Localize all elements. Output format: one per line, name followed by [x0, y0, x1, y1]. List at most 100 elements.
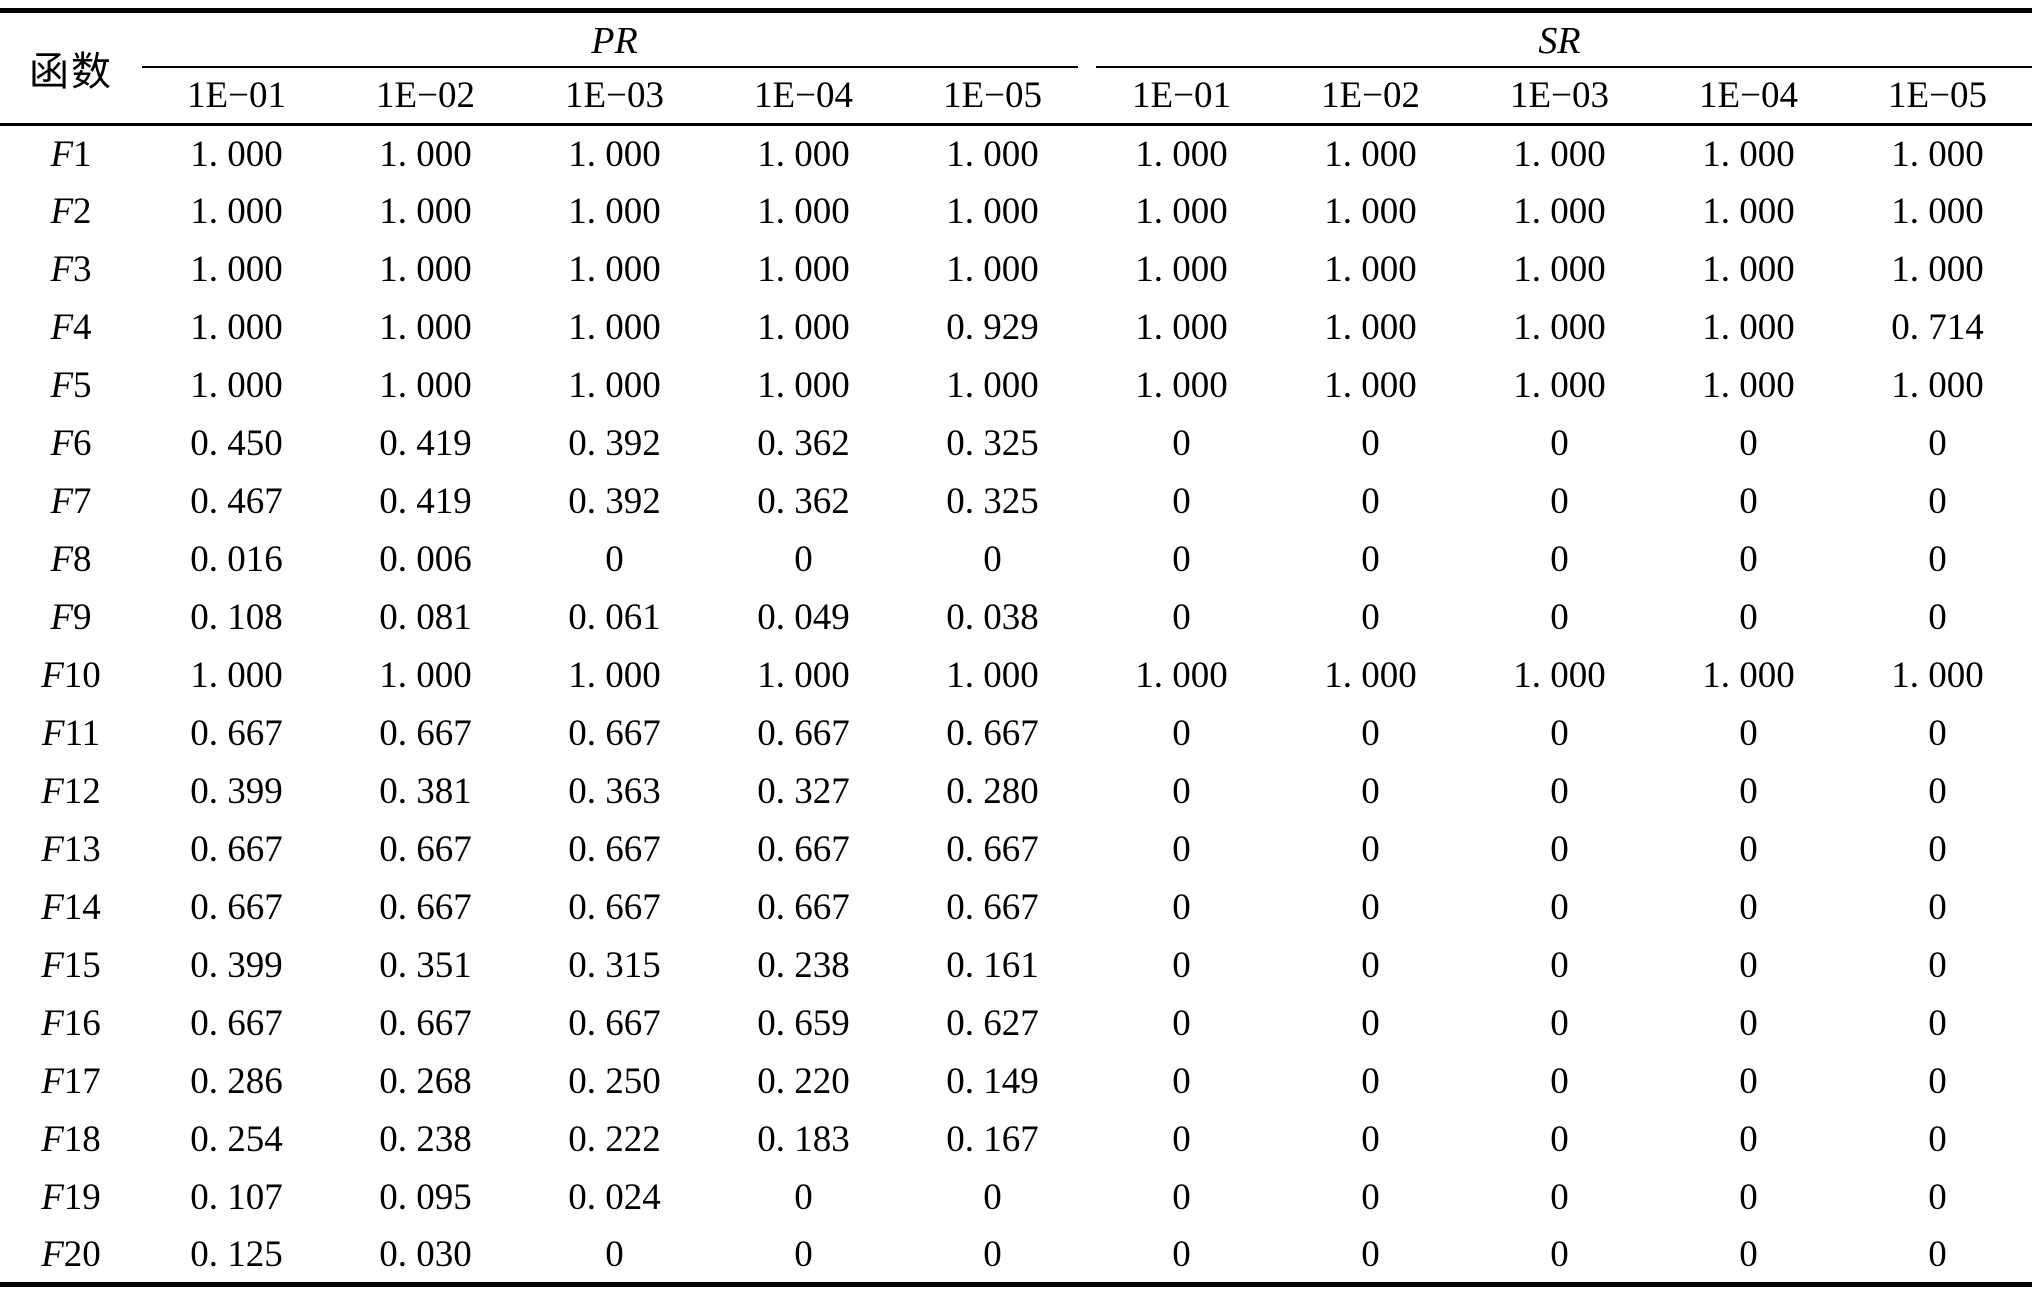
value-cell: 1. 000: [757, 307, 850, 348]
tolerance-header: 1E−04: [1654, 68, 1843, 126]
value-cell: 1. 000: [379, 249, 472, 290]
value-cell: 0. 049: [757, 597, 850, 638]
group-header-row: 函数 PR SR: [0, 10, 2032, 126]
value-cell: 0. 667: [379, 713, 472, 754]
value-cell: 1. 000: [1324, 133, 1417, 175]
value-cell: 0. 238: [757, 945, 850, 986]
value-cell: 0: [1928, 713, 1947, 754]
value-cell: 1. 000: [1513, 655, 1606, 696]
value-cell: 0: [1172, 771, 1191, 812]
value-cell: 0: [1550, 887, 1569, 928]
table-row: F11 0. 667 0. 667 0. 667 0. 667 0. 667 0 0 0 0 0: [0, 705, 2032, 763]
value-cell: 1. 000: [1324, 365, 1417, 406]
value-cell: 0. 161: [946, 945, 1039, 986]
value-cell: 0. 351: [379, 945, 472, 986]
value-cell: 1. 000: [1324, 249, 1417, 290]
value-cell: 0: [1739, 1119, 1758, 1160]
value-cell: 0. 392: [568, 423, 661, 464]
value-cell: 0: [1739, 829, 1758, 870]
value-cell: 0. 450: [190, 423, 283, 464]
value-cell: 1. 000: [757, 655, 850, 696]
value-cell: 1. 000: [1702, 249, 1795, 290]
value-cell: 1. 000: [1135, 191, 1228, 232]
value-cell: 0: [794, 539, 813, 580]
function-label: F6: [50, 423, 92, 464]
value-cell: 0: [1361, 481, 1380, 522]
value-cell: 0: [1172, 1233, 1191, 1275]
function-label: F20: [41, 1233, 101, 1275]
value-cell: 0: [1172, 481, 1191, 522]
value-cell: 0. 016: [190, 539, 283, 580]
value-cell: 0. 667: [946, 887, 1039, 928]
value-cell: 0: [1928, 1233, 1947, 1275]
table-row: F8 0. 016 0. 006 0 0 0 0 0 0 0 0: [0, 531, 2032, 589]
table-row: F5 1. 000 1. 000 1. 000 1. 000 1. 000 1. 000 1.…: [0, 357, 2032, 415]
value-cell: 0: [1172, 1061, 1191, 1102]
value-cell: 0. 667: [379, 887, 472, 928]
value-cell: 1. 000: [1891, 655, 1984, 696]
value-cell: 1. 000: [1702, 307, 1795, 348]
function-label: F19: [41, 1177, 101, 1218]
value-cell: 1. 000: [946, 655, 1039, 696]
function-label: F4: [50, 307, 92, 348]
table-row: F19 0. 107 0. 095 0. 024 0 0 0 0 0 0 0: [0, 1169, 2032, 1227]
value-cell: 0: [1928, 945, 1947, 986]
value-cell: 1. 000: [568, 133, 661, 175]
value-cell: 1. 000: [1513, 133, 1606, 175]
value-cell: 1. 000: [757, 249, 850, 290]
value-cell: 0: [983, 539, 1002, 580]
tolerance-header: 1E−05: [898, 68, 1087, 126]
table-row: F1 1. 000 1. 000 1. 000 1. 000 1. 000 1. 000 1.…: [0, 125, 2032, 183]
value-cell: 0. 108: [190, 597, 283, 638]
value-cell: 0: [1739, 713, 1758, 754]
value-cell: 1. 000: [568, 307, 661, 348]
function-label: F11: [41, 713, 101, 754]
value-cell: 0. 399: [190, 945, 283, 986]
function-label: F14: [41, 887, 101, 928]
value-cell: 1. 000: [379, 191, 472, 232]
table-body: F1 1. 000 1. 000 1. 000 1. 000 1. 000 1. 000 1.…: [0, 125, 2032, 1285]
value-cell: 0. 125: [190, 1233, 283, 1275]
value-cell: 0. 024: [568, 1177, 661, 1218]
value-cell: 0: [1172, 423, 1191, 464]
table-row: F3 1. 000 1. 000 1. 000 1. 000 1. 000 1. 000 1.…: [0, 241, 2032, 299]
table-row: F4 1. 000 1. 000 1. 000 1. 000 0. 929 1. 000 1.…: [0, 299, 2032, 357]
value-cell: 0. 667: [190, 1003, 283, 1044]
value-cell: 0. 286: [190, 1061, 283, 1102]
value-cell: 0: [983, 1177, 1002, 1218]
value-cell: 1. 000: [757, 133, 850, 175]
tolerance-header: 1E−04: [709, 68, 898, 126]
table-row: F9 0. 108 0. 081 0. 061 0. 049 0. 038 0 0 0 0 0: [0, 589, 2032, 647]
value-cell: 0: [1172, 829, 1191, 870]
function-label: F16: [41, 1003, 101, 1044]
value-cell: 0: [1928, 1177, 1947, 1218]
value-cell: 0: [1172, 539, 1191, 580]
function-label: F10: [41, 655, 101, 696]
value-cell: 0: [1739, 771, 1758, 812]
value-cell: 0. 038: [946, 597, 1039, 638]
value-cell: 1. 000: [1135, 365, 1228, 406]
value-cell: 0: [1739, 1177, 1758, 1218]
value-cell: 0: [1361, 1061, 1380, 1102]
value-cell: 0: [1928, 423, 1947, 464]
value-cell: 0. 030: [379, 1233, 472, 1275]
value-cell: 0: [1928, 539, 1947, 580]
value-cell: 0: [1928, 1119, 1947, 1160]
value-cell: 0: [794, 1233, 813, 1275]
value-cell: 0: [1550, 713, 1569, 754]
value-cell: 0: [1361, 1177, 1380, 1218]
value-cell: 0. 325: [946, 481, 1039, 522]
value-cell: 0: [1361, 1233, 1380, 1275]
value-cell: 0. 667: [568, 829, 661, 870]
value-cell: 0. 667: [379, 1003, 472, 1044]
tolerance-header: 1E−05: [1843, 68, 2032, 126]
value-cell: 0: [1550, 423, 1569, 464]
table-row: F2 1. 000 1. 000 1. 000 1. 000 1. 000 1. 000 1.…: [0, 183, 2032, 241]
value-cell: 0: [1739, 1061, 1758, 1102]
value-cell: 0. 667: [190, 713, 283, 754]
value-cell: 0. 667: [190, 829, 283, 870]
value-cell: 0: [1361, 1003, 1380, 1044]
value-cell: 0. 280: [946, 771, 1039, 812]
results-table: 函数 PR SR 1E−01 1E−02 1E−03 1E−04 1E−05 1E−01 1…: [0, 8, 2032, 1287]
value-cell: 1. 000: [757, 191, 850, 232]
